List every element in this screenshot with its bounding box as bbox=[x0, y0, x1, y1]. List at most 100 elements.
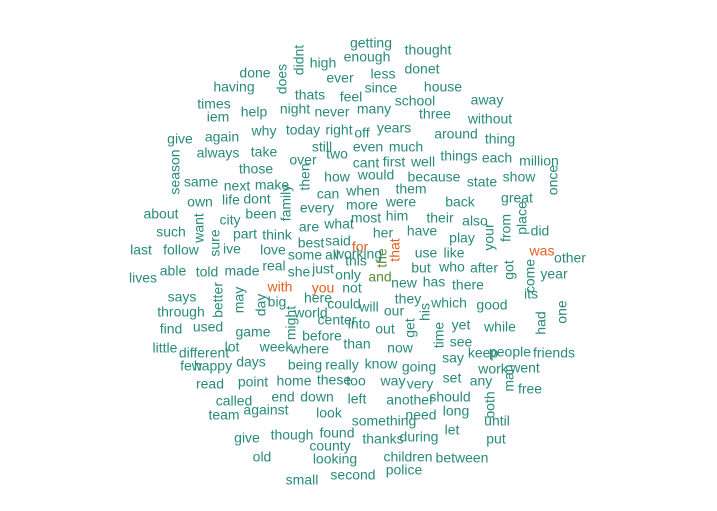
word-very: very bbox=[407, 376, 433, 392]
word-new: new bbox=[391, 275, 418, 291]
word-own: own bbox=[187, 194, 213, 210]
word-million: million bbox=[519, 153, 559, 169]
word-days: days bbox=[236, 354, 266, 370]
word-iem: iem bbox=[207, 109, 230, 125]
word-though: though bbox=[271, 427, 314, 443]
word-should: should bbox=[429, 389, 470, 405]
word-when: when bbox=[345, 183, 379, 199]
word-her: her bbox=[373, 225, 394, 241]
word-was: was bbox=[529, 243, 555, 259]
word-there: there bbox=[452, 277, 484, 293]
word-able: able bbox=[160, 263, 187, 279]
word-about: about bbox=[143, 206, 178, 222]
word-home: home bbox=[276, 373, 311, 389]
word-most: most bbox=[351, 210, 381, 226]
word-way: way bbox=[380, 373, 406, 389]
word-second: second bbox=[330, 467, 375, 483]
word-too: too bbox=[346, 373, 366, 389]
word-until: until bbox=[484, 413, 510, 429]
word-made: made bbox=[224, 263, 259, 279]
word-they: they bbox=[395, 291, 421, 307]
word-thought: thought bbox=[405, 42, 452, 58]
word-are: are bbox=[299, 219, 319, 235]
word-the: the bbox=[374, 248, 390, 268]
word-told: told bbox=[196, 264, 219, 280]
word-today: today bbox=[286, 122, 320, 138]
word-since: since bbox=[365, 80, 398, 96]
word-time: time bbox=[431, 322, 447, 349]
word-down: down bbox=[300, 389, 333, 405]
word-cant: cant bbox=[353, 155, 380, 171]
word-has: has bbox=[423, 274, 446, 290]
word-looking: looking bbox=[313, 451, 357, 467]
word-which: which bbox=[430, 295, 467, 311]
word-end: end bbox=[271, 389, 294, 405]
word-his: his bbox=[417, 303, 433, 321]
word-police: police bbox=[386, 462, 423, 478]
word-put: put bbox=[486, 431, 506, 447]
word-from: from bbox=[498, 214, 514, 242]
word-ive: ive bbox=[223, 241, 241, 257]
word-less: less bbox=[371, 66, 396, 82]
word-might: might bbox=[283, 306, 299, 340]
word-for: for bbox=[352, 239, 369, 255]
word-these: these bbox=[317, 372, 351, 388]
word-people: people bbox=[489, 344, 531, 360]
word-dont: dont bbox=[243, 191, 270, 207]
word-and: and bbox=[368, 269, 391, 285]
word-three: three bbox=[419, 106, 451, 122]
word-love: love bbox=[260, 242, 286, 258]
word-friends: friends bbox=[533, 345, 575, 361]
word-without: without bbox=[467, 111, 512, 127]
word-two: two bbox=[326, 146, 348, 162]
word-work: work bbox=[477, 361, 509, 377]
word-read: read bbox=[196, 376, 224, 392]
word-working: working bbox=[333, 246, 382, 262]
word-another: another bbox=[386, 392, 434, 408]
word-see: see bbox=[450, 334, 473, 350]
word-keep: keep bbox=[468, 345, 499, 361]
word-life: life bbox=[222, 192, 240, 208]
word-all: all bbox=[325, 247, 339, 263]
word-called: called bbox=[216, 393, 253, 409]
word-says: says bbox=[168, 289, 197, 305]
word-every: every bbox=[300, 200, 334, 216]
word-here: here bbox=[304, 290, 332, 306]
word-show: show bbox=[503, 169, 537, 185]
word-enough: enough bbox=[344, 49, 391, 65]
word-found: found bbox=[319, 425, 354, 441]
word-children: children bbox=[383, 449, 432, 465]
word-their: their bbox=[426, 210, 454, 226]
word-but: but bbox=[411, 260, 431, 276]
word-better: better bbox=[210, 282, 226, 318]
word-happy: happy bbox=[194, 358, 232, 374]
word-real: real bbox=[262, 258, 285, 274]
word-even: even bbox=[353, 139, 383, 155]
word-day: day bbox=[253, 294, 269, 317]
word-could: could bbox=[327, 296, 360, 312]
word-now: now bbox=[387, 340, 414, 356]
word-get: get bbox=[402, 318, 418, 338]
word-help: help bbox=[241, 104, 268, 120]
word-take: take bbox=[251, 144, 278, 160]
word-week: week bbox=[259, 339, 294, 355]
word-much: much bbox=[389, 139, 423, 155]
word-more: more bbox=[346, 197, 378, 213]
word-away: away bbox=[471, 92, 504, 108]
word-getting: getting bbox=[350, 35, 392, 51]
word-over: over bbox=[289, 152, 317, 168]
word-does: does bbox=[274, 64, 290, 94]
word-follow: follow bbox=[163, 242, 200, 258]
word-with: with bbox=[267, 279, 293, 295]
word-give: give bbox=[234, 430, 260, 446]
word-night: night bbox=[280, 101, 310, 117]
word-house: house bbox=[424, 79, 462, 95]
word-best: best bbox=[298, 235, 325, 251]
word-our: our bbox=[384, 303, 405, 319]
word-used: used bbox=[193, 319, 223, 335]
word-not: not bbox=[342, 280, 362, 296]
word-because: because bbox=[408, 169, 461, 185]
word-city: city bbox=[220, 212, 241, 228]
word-feel: feel bbox=[340, 89, 363, 105]
